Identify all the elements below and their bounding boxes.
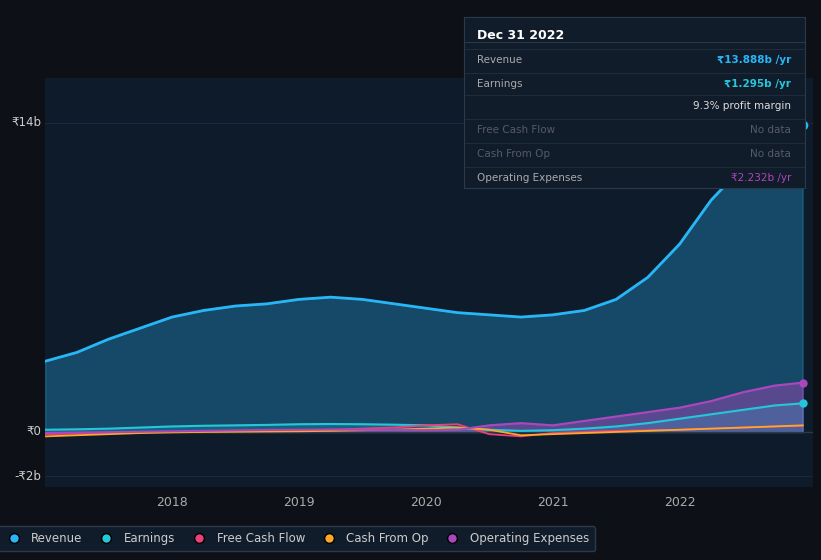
Text: -₹2b: -₹2b [15,470,41,483]
Text: Free Cash Flow: Free Cash Flow [478,125,556,136]
Text: Dec 31 2022: Dec 31 2022 [478,29,565,42]
Legend: Revenue, Earnings, Free Cash Flow, Cash From Op, Operating Expenses: Revenue, Earnings, Free Cash Flow, Cash … [0,526,595,551]
Text: ₹1.295b /yr: ₹1.295b /yr [724,80,791,89]
Text: No data: No data [750,150,791,159]
Text: Revenue: Revenue [478,55,523,66]
Text: Earnings: Earnings [478,80,523,89]
Text: Operating Expenses: Operating Expenses [478,173,583,183]
Text: ₹14b: ₹14b [11,116,41,129]
Text: Cash From Op: Cash From Op [478,150,551,159]
Text: 9.3% profit margin: 9.3% profit margin [693,101,791,111]
Text: No data: No data [750,125,791,136]
Text: ₹13.888b /yr: ₹13.888b /yr [717,55,791,66]
Text: ₹2.232b /yr: ₹2.232b /yr [731,173,791,183]
Text: ₹0: ₹0 [26,426,41,438]
